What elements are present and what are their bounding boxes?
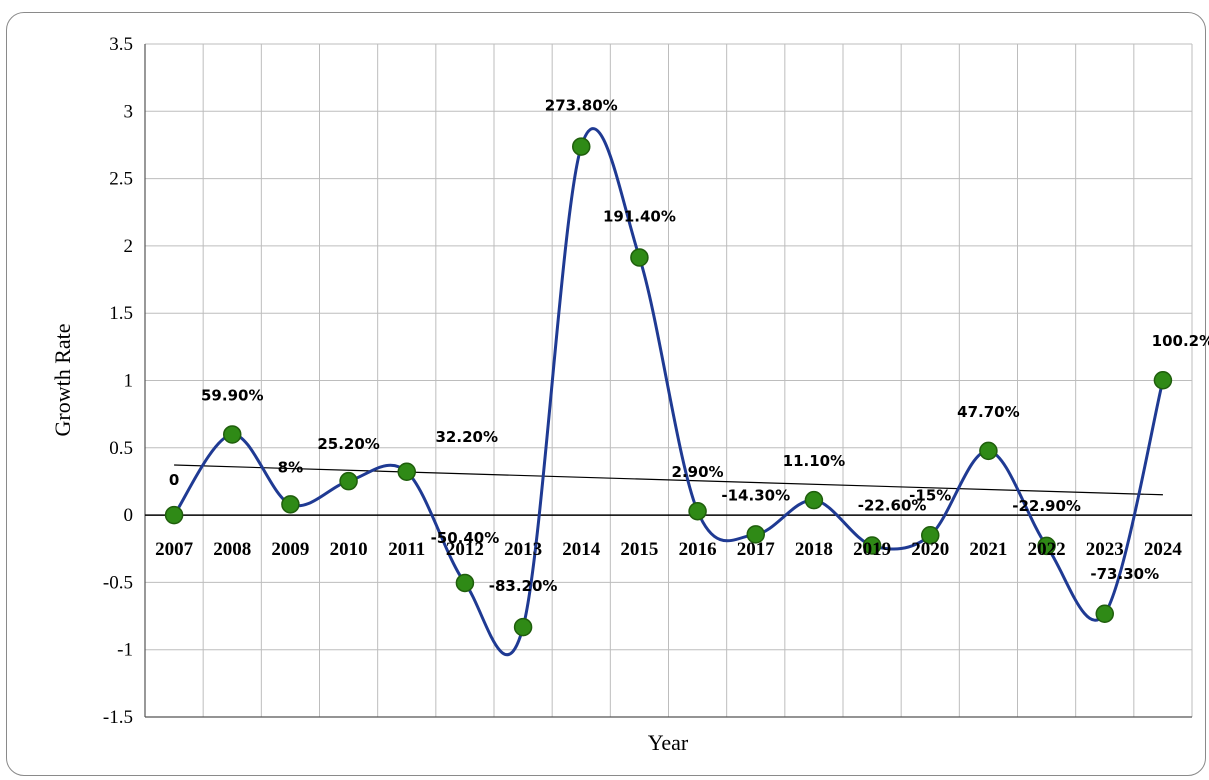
data-label: 47.70%: [957, 403, 1019, 421]
data-point: [1095, 604, 1114, 624]
data-label: 0: [169, 471, 179, 489]
y-tick-label: 0: [124, 505, 134, 526]
y-tick-label: 2.5: [109, 169, 133, 190]
data-point: [281, 495, 300, 514]
data-label: -14.30%: [721, 486, 790, 504]
x-tick-label: 2009: [271, 539, 309, 560]
data-point: [746, 525, 765, 544]
x-tick-label: 2012: [446, 539, 484, 560]
y-tick-label: -1.5: [103, 707, 133, 728]
x-tick-label: 2019: [853, 539, 891, 560]
data-point: [1153, 370, 1173, 390]
x-axis-title: Year: [648, 730, 689, 755]
x-tick-label: 2020: [911, 539, 949, 560]
data-markers: [164, 137, 1173, 637]
x-tick-label: 2017: [737, 539, 776, 560]
y-tick-label: 2: [124, 236, 134, 257]
data-point: [572, 137, 591, 156]
x-tick-label: 2024: [1144, 539, 1183, 560]
data-label: -83.20%: [489, 577, 558, 595]
data-label: 11.10%: [783, 452, 845, 470]
x-axis-ticks: 2007 2008 2009 2010 2011 2012 2013 2014 2015 2016…: [155, 539, 1182, 560]
y-tick-label: 3.5: [109, 34, 133, 55]
x-tick-label: 2011: [388, 539, 425, 560]
data-label: 25.20%: [317, 435, 379, 453]
data-label: -15%: [909, 486, 951, 504]
y-tick-label: 3: [124, 101, 134, 122]
y-tick-label: 1: [124, 371, 134, 392]
x-tick-label: 2023: [1086, 539, 1124, 560]
x-tick-label: 2022: [1028, 539, 1066, 560]
data-point: [979, 441, 998, 461]
x-tick-label: 2016: [679, 539, 717, 560]
y-axis-title: Growth Rate: [50, 323, 75, 436]
x-tick-label: 2014: [562, 539, 601, 560]
y-axis-ticks: 3.5 3 2.5 2 1.5 1 0.5 0 -0.5 -1 -1.5: [103, 34, 133, 728]
data-label: -22.90%: [1012, 497, 1081, 515]
data-point: [1037, 536, 1056, 556]
data-label: 191.40%: [603, 207, 676, 225]
x-tick-label: 2021: [969, 539, 1007, 560]
x-tick-label: 2008: [213, 539, 251, 560]
y-tick-label: 0.5: [109, 438, 133, 459]
y-tick-label: 1.5: [109, 303, 133, 324]
data-label: 2.90%: [672, 463, 724, 481]
data-point: [688, 501, 707, 521]
data-point: [455, 573, 475, 593]
x-tick-label: 2013: [504, 539, 542, 560]
chart-frame: [6, 12, 1206, 776]
data-point: [862, 536, 882, 555]
data-point: [223, 425, 242, 444]
x-tick-label: 2018: [795, 539, 833, 560]
data-point: [397, 462, 416, 482]
trendline: [174, 464, 1163, 496]
data-point: [339, 471, 358, 491]
trend-line: [174, 464, 1163, 496]
data-label: 8%: [278, 458, 303, 476]
grid: [144, 43, 1193, 718]
x-tick-label: 2007: [155, 539, 194, 560]
data-point: [513, 617, 533, 637]
data-label: -22.60%: [858, 497, 927, 515]
data-label: 59.90%: [201, 386, 263, 404]
data-label: 32.20%: [436, 428, 498, 446]
x-tick-label: 2010: [330, 539, 368, 560]
data-label: 273.80%: [545, 97, 618, 115]
data-label: 100.2%: [1152, 332, 1209, 350]
y-tick-label: -0.5: [103, 572, 133, 593]
data-label: -50.40%: [431, 529, 500, 547]
data-point: [630, 248, 649, 267]
data-label: -73.30%: [1090, 565, 1159, 583]
data-labels: 0 59.90% 8% 25.20% 32.20% -50.40% -83.20% 273.8…: [169, 97, 1209, 596]
data-point: [921, 526, 940, 545]
data-point: [804, 490, 824, 510]
data-point: [164, 505, 184, 525]
y-tick-label: -1: [117, 640, 133, 661]
x-tick-label: 2015: [620, 539, 658, 560]
